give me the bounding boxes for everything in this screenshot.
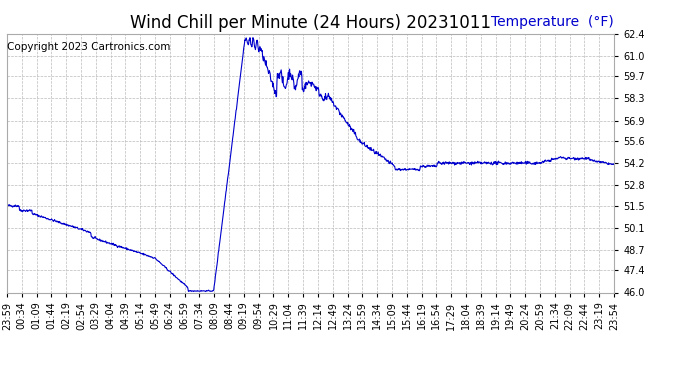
Text: Temperature  (°F): Temperature (°F) [491, 15, 614, 28]
Text: Copyright 2023 Cartronics.com: Copyright 2023 Cartronics.com [7, 42, 170, 51]
Title: Wind Chill per Minute (24 Hours) 20231011: Wind Chill per Minute (24 Hours) 2023101… [130, 14, 491, 32]
